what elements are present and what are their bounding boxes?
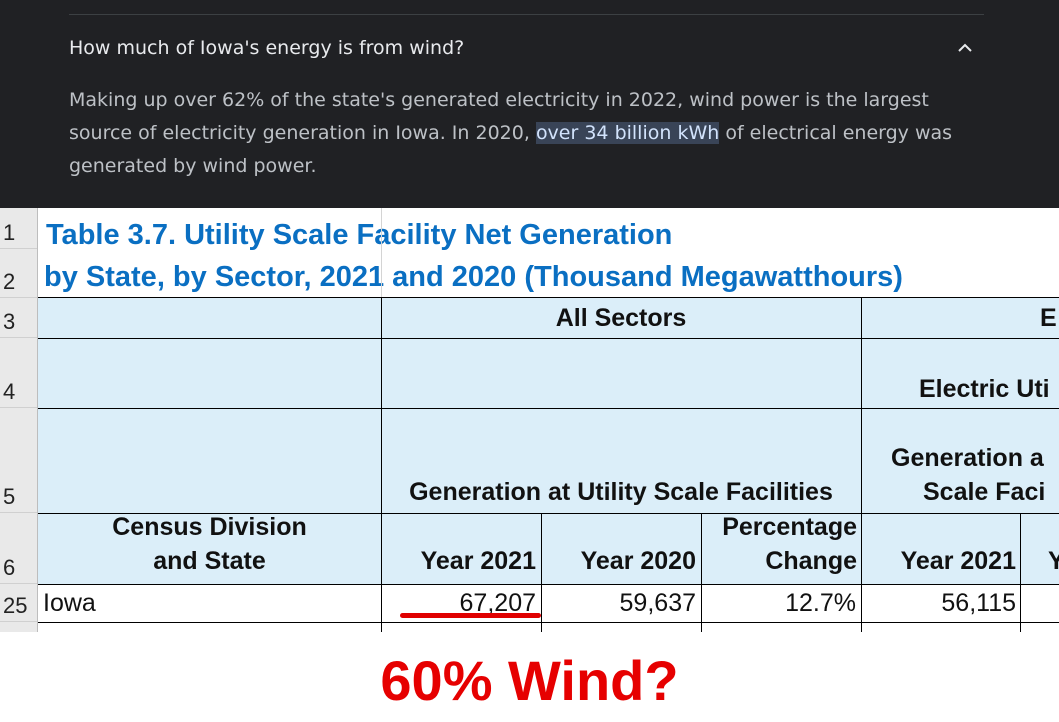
table-title-line1: Table 3.7. Utility Scale Facility Net Ge… — [46, 219, 673, 251]
header-electric-utilities[interactable]: Electric Uti — [919, 375, 1050, 403]
border — [38, 408, 1059, 409]
row-header-border — [37, 208, 38, 632]
border — [701, 513, 702, 632]
cell-state-iowa[interactable]: Iowa — [43, 589, 96, 617]
question-heading[interactable]: How much of Iowa's energy is from wind? — [69, 37, 465, 59]
chevron-up-icon[interactable] — [955, 38, 975, 58]
row-number[interactable]: 25 — [0, 584, 37, 622]
col-header-pct-line2[interactable]: Change — [765, 547, 857, 575]
red-underline-annotation — [400, 613, 541, 618]
cell-year-2021[interactable]: 67,207 — [459, 589, 536, 617]
group-header-partial[interactable]: E — [1040, 304, 1057, 332]
col-header-partial[interactable]: Y — [1048, 547, 1059, 575]
border — [541, 513, 542, 632]
row-number[interactable] — [0, 622, 37, 632]
cell-pct-change[interactable]: 12.7% — [785, 589, 856, 617]
caption: 60% Wind? — [380, 649, 679, 712]
table-title-line2: by State, by Sector, 2021 and 2020 (Thou… — [44, 261, 903, 293]
answer-text-start: Making up over 62% of the state's genera… — [69, 89, 929, 144]
row-number[interactable]: 5 — [0, 408, 37, 513]
border — [861, 297, 862, 632]
border — [381, 297, 382, 632]
row-number[interactable]: 3 — [0, 298, 37, 338]
col-header-pct-line1[interactable]: Percentage — [722, 513, 857, 541]
header-generation-partial-2[interactable]: Scale Faci — [923, 478, 1046, 506]
header-fill — [38, 298, 1059, 584]
border — [38, 297, 1059, 298]
col-header-year-2020[interactable]: Year 2020 — [580, 547, 696, 575]
row-number[interactable]: 6 — [0, 513, 37, 584]
row-number[interactable]: 2 — [0, 249, 37, 298]
col-header-state-line2[interactable]: and State — [153, 547, 266, 575]
spreadsheet: 1 2 3 4 5 6 25 Table 3.7. Utility Scale … — [0, 208, 1059, 632]
cell-year-2020[interactable]: 59,637 — [619, 589, 696, 617]
header-generation-partial-1[interactable]: Generation a — [891, 444, 1044, 472]
answer-card: How much of Iowa's energy is from wind? … — [0, 0, 1059, 208]
col-header-year-2021-electric[interactable]: Year 2021 — [900, 547, 1016, 575]
row-number[interactable]: 1 — [0, 208, 37, 249]
border — [1020, 513, 1021, 632]
col-header-state-line1[interactable]: Census Division — [112, 513, 307, 541]
answer-text: Making up over 62% of the state's genera… — [69, 84, 989, 183]
border — [38, 584, 1059, 585]
gridline — [381, 208, 382, 297]
border — [38, 513, 1059, 514]
border — [38, 622, 1059, 623]
group-header-all-sectors[interactable]: All Sectors — [555, 304, 687, 332]
answer-text-end: of electrical energy was generated by wi… — [69, 122, 953, 177]
border — [38, 338, 1059, 339]
col-header-year-2021[interactable]: Year 2021 — [420, 547, 536, 575]
cell-year-2021-electric[interactable]: 56,115 — [941, 589, 1016, 617]
row-number[interactable]: 4 — [0, 338, 37, 408]
divider — [69, 14, 984, 15]
header-generation[interactable]: Generation at Utility Scale Facilities — [409, 478, 833, 506]
answer-highlight: over 34 billion kWh — [535, 122, 720, 144]
